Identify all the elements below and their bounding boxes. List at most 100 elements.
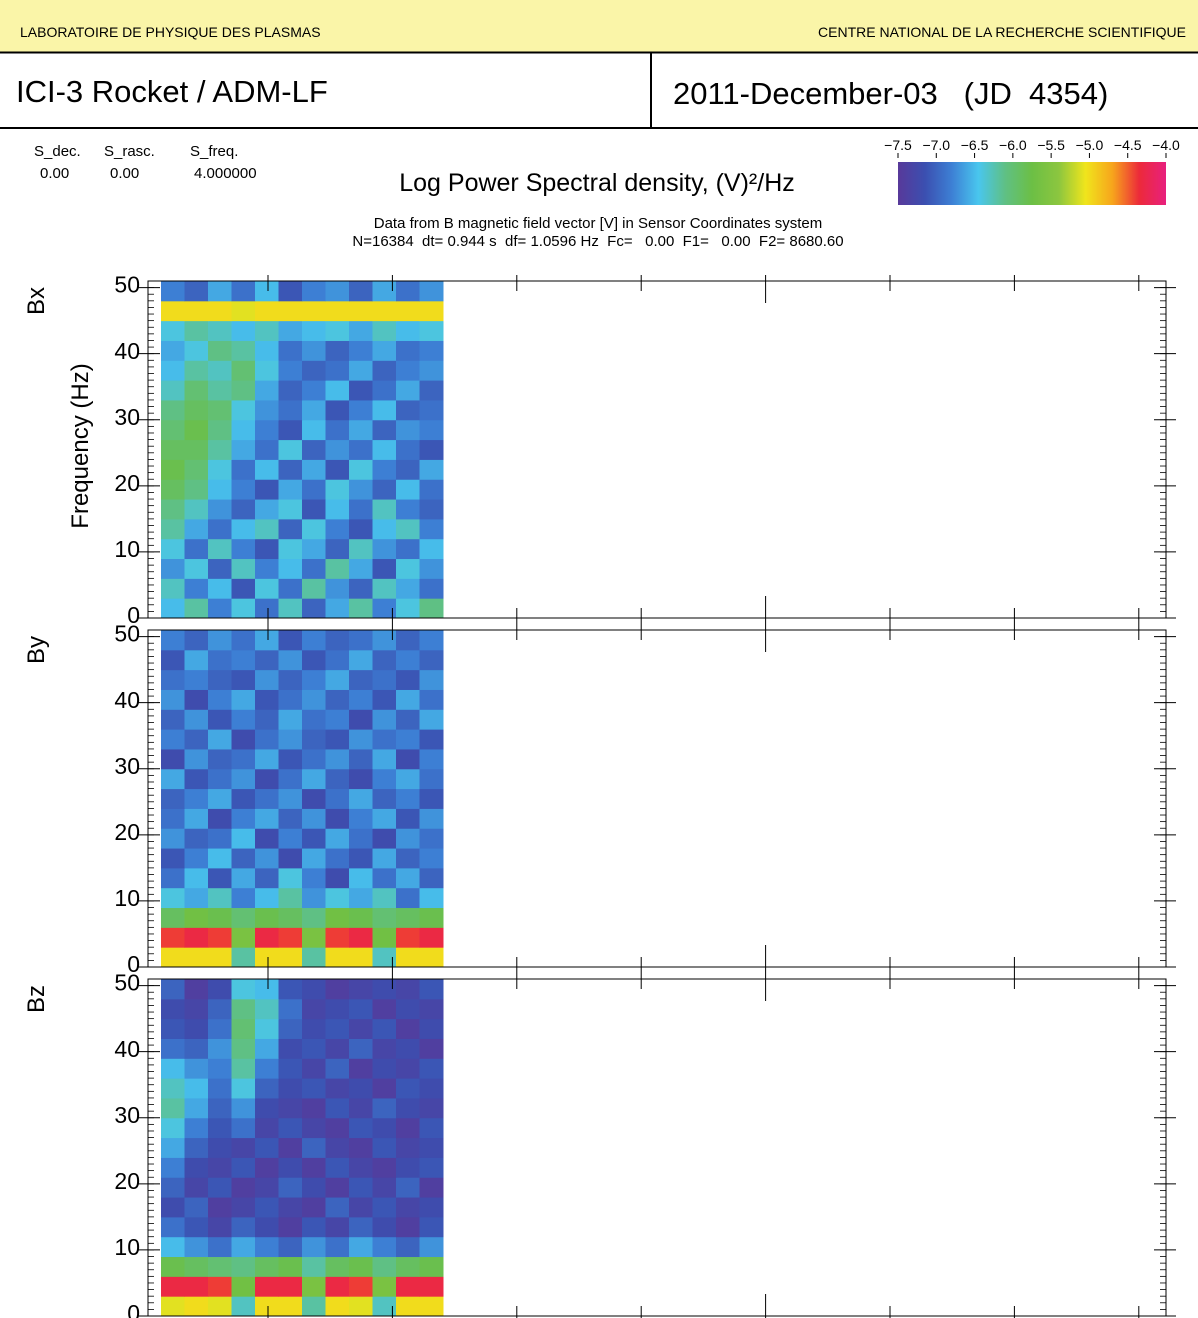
heatmap-cell bbox=[419, 729, 444, 750]
heatmap-cell bbox=[396, 1177, 420, 1198]
colorbar-tick-label: −5.0 bbox=[1076, 137, 1104, 153]
heatmap-cell bbox=[302, 598, 326, 619]
heatmap-cell bbox=[255, 300, 279, 322]
heatmap-cell bbox=[278, 1137, 303, 1158]
heatmap-cell bbox=[349, 1117, 373, 1139]
heatmap-cell bbox=[184, 1256, 209, 1277]
heatmap-cell bbox=[161, 439, 185, 460]
heatmap-cell bbox=[161, 649, 185, 671]
heatmap-cell bbox=[372, 998, 397, 1020]
heatmap-cell bbox=[161, 459, 185, 480]
heatmap-cell bbox=[372, 927, 397, 948]
heatmap-cell bbox=[349, 848, 373, 869]
heatmap-cell bbox=[231, 419, 256, 441]
heatmap-cell bbox=[184, 669, 209, 690]
heatmap-cell bbox=[325, 947, 350, 968]
heatmap-cell bbox=[184, 748, 209, 770]
colorbar-tick-label: −4.0 bbox=[1152, 137, 1180, 153]
param-name: S_dec. bbox=[34, 143, 81, 160]
heatmap-cell bbox=[302, 419, 326, 441]
heatmap-cell bbox=[349, 538, 373, 560]
heatmap-cell bbox=[325, 380, 350, 401]
heatmap-cell bbox=[349, 709, 373, 730]
heatmap-cell bbox=[184, 630, 209, 651]
heatmap-cell bbox=[184, 927, 209, 948]
heatmap-cell bbox=[419, 1157, 444, 1178]
heatmap-cell bbox=[396, 1296, 420, 1317]
heatmap-cell bbox=[349, 1137, 373, 1158]
colorbar-tick-label: −6.5 bbox=[961, 137, 989, 153]
heatmap-cell bbox=[302, 828, 326, 849]
plot-frame bbox=[147, 280, 1167, 619]
heatmap-cell bbox=[302, 538, 326, 560]
heatmap-cell bbox=[302, 439, 326, 460]
heatmap-cell bbox=[161, 1058, 185, 1079]
param-name: S_rasc. bbox=[104, 143, 155, 160]
heatmap-cell bbox=[208, 518, 232, 540]
heatmap-cell bbox=[372, 419, 397, 441]
heatmap-cell bbox=[208, 907, 232, 928]
heatmap-cell bbox=[255, 1276, 279, 1297]
heatmap-cell bbox=[208, 887, 232, 909]
y-tick-label: 30 bbox=[114, 404, 140, 430]
heatmap-cell bbox=[396, 788, 420, 809]
heatmap-cell bbox=[184, 689, 209, 710]
heatmap-cell bbox=[208, 808, 232, 829]
heatmap-cell bbox=[255, 439, 279, 460]
heatmap-cell bbox=[161, 578, 185, 599]
heatmap-cell bbox=[419, 630, 444, 651]
heatmap-cell bbox=[255, 1197, 279, 1218]
heatmap-cell bbox=[349, 1236, 373, 1258]
heatmap-cell bbox=[161, 1137, 185, 1158]
heatmap-cell bbox=[396, 320, 420, 341]
heatmap-cell bbox=[396, 1256, 420, 1277]
heatmap-cell bbox=[372, 538, 397, 560]
heatmap-cell bbox=[161, 689, 185, 710]
heatmap-cell bbox=[302, 558, 326, 579]
heatmap-cell bbox=[208, 1256, 232, 1277]
heatmap-cell bbox=[278, 281, 303, 302]
y-tick-label: 50 bbox=[114, 621, 140, 647]
heatmap-cell bbox=[255, 979, 279, 1000]
heatmap-cell bbox=[396, 1018, 420, 1039]
heatmap-cell bbox=[278, 729, 303, 750]
heatmap-cell bbox=[208, 1157, 232, 1178]
heatmap-cell bbox=[184, 538, 209, 560]
heatmap-cell bbox=[349, 380, 373, 401]
heatmap-cell bbox=[161, 1216, 185, 1238]
heatmap-cell bbox=[372, 1157, 397, 1178]
heatmap-cell bbox=[325, 538, 350, 560]
heatmap-cell bbox=[184, 1197, 209, 1218]
heatmap-cell bbox=[278, 320, 303, 341]
heatmap-cell bbox=[255, 380, 279, 401]
heatmap-cell bbox=[208, 689, 232, 710]
heatmap-cell bbox=[419, 360, 444, 381]
heatmap-cell bbox=[372, 1097, 397, 1119]
heatmap-cell bbox=[372, 1296, 397, 1317]
heatmap-cell bbox=[231, 887, 256, 909]
heatmap-cell bbox=[396, 479, 420, 500]
heatmap-cell bbox=[184, 479, 209, 500]
panel-name: By bbox=[23, 636, 50, 664]
heatmap-cell bbox=[255, 538, 279, 560]
heatmap-cell bbox=[161, 360, 185, 381]
heatmap-cell bbox=[255, 479, 279, 500]
heatmap-cell bbox=[349, 419, 373, 441]
heatmap-cell bbox=[278, 399, 303, 421]
heatmap-cell bbox=[231, 439, 256, 460]
heatmap-cell bbox=[231, 499, 256, 520]
heatmap-cell bbox=[396, 499, 420, 520]
heatmap-cell bbox=[372, 1177, 397, 1198]
heatmap-cell bbox=[184, 649, 209, 671]
heatmap-cell bbox=[278, 1216, 303, 1238]
heatmap-cell bbox=[255, 598, 279, 619]
info-line: N=16384 dt= 0.944 s df= 1.0596 Hz Fc= 0.… bbox=[352, 233, 843, 250]
heatmap-cell bbox=[161, 979, 185, 1000]
heatmap-cell bbox=[396, 538, 420, 560]
heatmap-cell bbox=[255, 1058, 279, 1079]
heatmap-cell bbox=[372, 669, 397, 690]
heatmap-cell bbox=[231, 538, 256, 560]
heatmap-cell bbox=[396, 848, 420, 869]
heatmap-cell bbox=[255, 669, 279, 690]
heatmap-cell bbox=[349, 1296, 373, 1317]
